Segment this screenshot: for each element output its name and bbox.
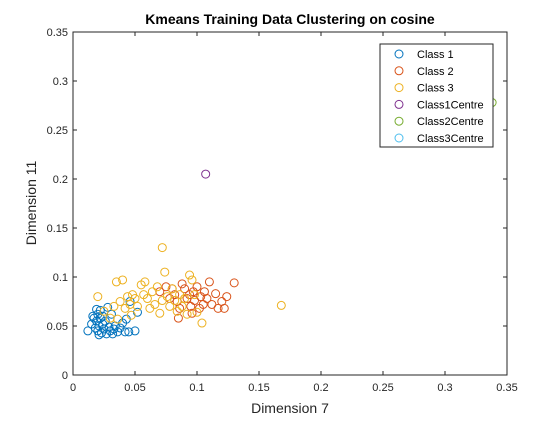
data-point [150, 299, 160, 309]
points-layer [83, 98, 497, 340]
data-point [118, 275, 128, 285]
x-tick-label: 0 [70, 382, 76, 394]
data-point [204, 277, 214, 287]
data-point [172, 306, 182, 316]
data-point [160, 267, 170, 277]
legend: Class 1 Class 2 Class 3 Class1Centre Class2C… [379, 43, 494, 148]
data-point [111, 277, 121, 287]
data-point [177, 279, 187, 289]
data-point [147, 287, 157, 297]
x-tick-label: 0.1 [189, 382, 204, 394]
legend-label: Class 2 [417, 66, 454, 78]
data-point [124, 327, 134, 337]
data-point [106, 309, 116, 319]
axes-box [72, 31, 508, 376]
data-point [182, 309, 192, 319]
legend-label: Class 3 [417, 83, 454, 95]
x-tick-label: 0.05 [124, 382, 145, 394]
legend-marker [394, 66, 404, 76]
legend-marker [394, 133, 404, 143]
data-point [83, 326, 93, 336]
y-axis-label: Dimension 11 [23, 161, 39, 246]
x-tick-label: 0.3 [437, 382, 452, 394]
data-point [162, 292, 172, 302]
x-tick-label: 0.2 [313, 382, 328, 394]
data-point [132, 301, 142, 311]
data-point [211, 289, 221, 299]
data-point [197, 318, 207, 328]
data-point [192, 307, 202, 317]
legend-marker [394, 99, 404, 109]
y-tick-label: 0.15 [47, 223, 68, 235]
data-point [130, 294, 140, 304]
data-point [94, 330, 104, 340]
y-tick-label: 0.25 [47, 125, 68, 137]
legend-label: Class3Centre [417, 133, 484, 145]
data-point [229, 278, 239, 288]
legend-marker [394, 49, 404, 59]
data-point [185, 270, 195, 280]
data-point [155, 287, 165, 297]
data-point [170, 296, 180, 306]
data-point [276, 300, 286, 310]
data-point [222, 292, 232, 302]
y-tick-label: 0.1 [53, 272, 68, 284]
data-point [187, 275, 197, 285]
x-axis-label: Dimension 7 [251, 400, 329, 416]
x-tick-label: 0.35 [496, 382, 517, 394]
data-point [93, 292, 103, 302]
x-tick-label: 0.25 [372, 382, 393, 394]
data-point [155, 308, 165, 318]
data-point [109, 324, 119, 334]
data-point [165, 301, 175, 311]
y-tick-label: 0.35 [47, 27, 68, 39]
data-point [167, 284, 177, 294]
data-point [115, 297, 125, 306]
data-point [190, 290, 200, 300]
chart-title: Kmeans Training Data Clustering on cosin… [145, 11, 435, 27]
y-tick-label: 0.3 [53, 76, 68, 88]
data-point [104, 322, 114, 332]
y-tick-label: 0.2 [53, 174, 68, 186]
legend-label: Class 1 [417, 49, 454, 61]
data-point [161, 282, 171, 292]
legend-marker [394, 116, 404, 126]
data-point [192, 282, 202, 292]
data-point [157, 243, 167, 253]
x-axis: 0 0.05 0.1 0.15 0.2 0.25 0.3 0.35 [70, 32, 518, 394]
data-point [126, 310, 136, 320]
data-point [180, 294, 190, 304]
data-point [130, 326, 140, 336]
data-point [120, 327, 130, 337]
data-point [142, 294, 152, 304]
data-point [187, 308, 197, 318]
data-point [175, 303, 185, 313]
data-point [152, 282, 162, 292]
x-tick-label: 0.15 [248, 382, 269, 394]
data-point [177, 301, 187, 311]
data-point [202, 294, 212, 304]
data-point [201, 169, 211, 179]
data-point [132, 307, 142, 317]
legend-label: Class1Centre [417, 99, 484, 111]
data-point [213, 303, 223, 313]
legend-box [379, 43, 494, 148]
y-tick-label: 0 [62, 370, 68, 382]
data-point [173, 313, 183, 323]
y-tick-label: 0.05 [47, 321, 68, 333]
data-point [219, 303, 229, 313]
data-point [113, 314, 123, 324]
legend-label: Class2Centre [417, 116, 484, 128]
data-point [99, 306, 109, 316]
data-point [108, 329, 118, 339]
data-point [109, 301, 119, 311]
legend-marker [394, 83, 404, 93]
data-point [180, 284, 190, 294]
data-point [95, 305, 105, 315]
data-point [140, 277, 150, 287]
y-axis: 0 0.05 0.1 0.15 0.2 0.25 0.3 0.35 [47, 27, 507, 382]
